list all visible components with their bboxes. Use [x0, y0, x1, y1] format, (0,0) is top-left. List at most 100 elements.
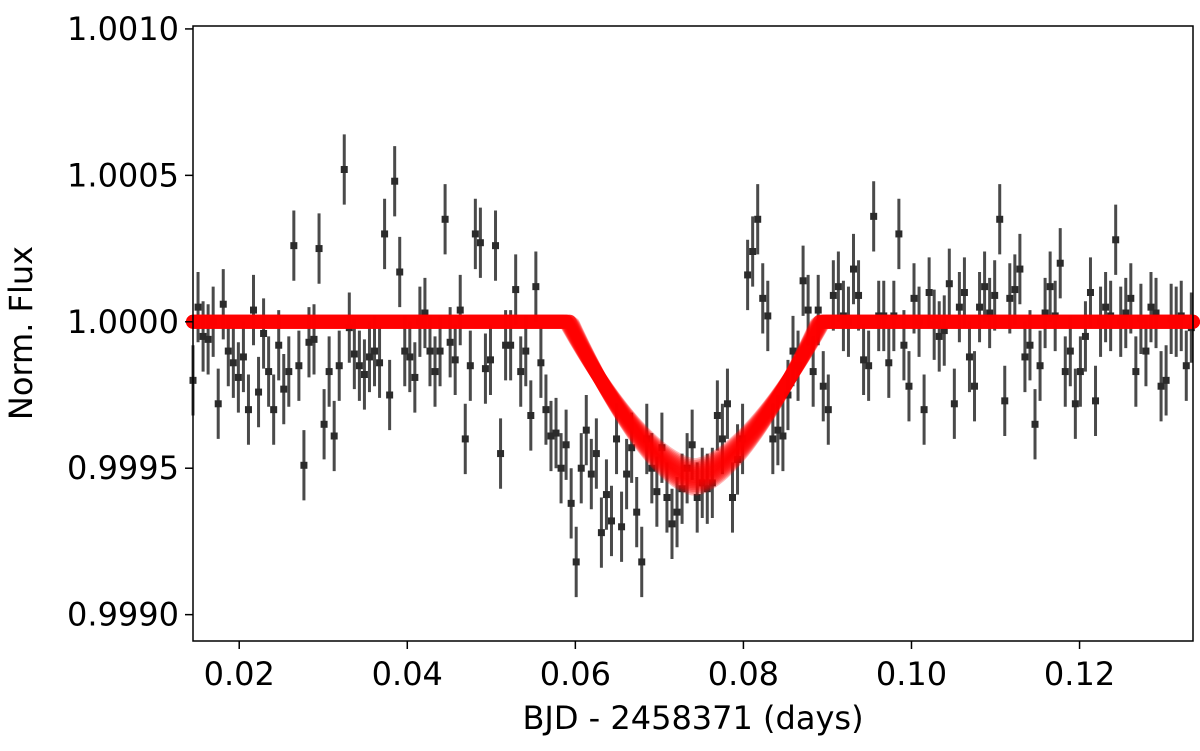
- data-point: [371, 347, 379, 355]
- data-point: [562, 441, 570, 449]
- data-point: [875, 312, 883, 320]
- data-point: [209, 318, 217, 326]
- data-point: [723, 400, 731, 408]
- data-point: [542, 406, 550, 414]
- data-point: [522, 347, 530, 355]
- data-point: [683, 464, 691, 472]
- data-point: [1177, 312, 1185, 320]
- data-point: [527, 412, 535, 419]
- data-point: [360, 371, 368, 378]
- data-point: [739, 435, 747, 443]
- data-point: [557, 464, 565, 472]
- data-point: [754, 215, 762, 223]
- data-point: [1142, 347, 1150, 355]
- data-point: [819, 382, 827, 390]
- data-point: [1127, 294, 1135, 302]
- data-point: [618, 523, 626, 531]
- x-tick-label: 0.12: [1044, 655, 1115, 693]
- data-point: [290, 242, 298, 250]
- x-axis-label: BJD - 2458371 (days): [522, 699, 863, 737]
- data-point: [1162, 376, 1170, 384]
- data-point: [648, 464, 656, 472]
- transit-model-sample: [186, 314, 1200, 494]
- data-point: [834, 283, 842, 291]
- data-point: [688, 441, 696, 449]
- transit-model-sample: [186, 314, 1200, 482]
- data-point: [1066, 347, 1074, 355]
- data-point: [971, 382, 979, 390]
- data-point: [668, 520, 676, 528]
- data-points: [189, 166, 1195, 566]
- data-point: [224, 347, 232, 355]
- data-point: [1051, 312, 1059, 320]
- data-point: [597, 529, 605, 537]
- data-point: [1187, 324, 1195, 332]
- data-point: [1081, 332, 1089, 340]
- x-tick-label: 0.02: [204, 655, 275, 693]
- data-point: [532, 283, 540, 291]
- data-point: [255, 388, 263, 396]
- data-point: [345, 324, 353, 332]
- data-point: [678, 485, 686, 493]
- data-point: [658, 444, 666, 452]
- data-point: [865, 362, 873, 370]
- data-point: [915, 318, 923, 326]
- data-point: [1076, 368, 1084, 376]
- data-point: [703, 485, 711, 493]
- data-point: [774, 426, 782, 434]
- data-point: [365, 353, 373, 361]
- data-point: [764, 312, 772, 320]
- data-point: [935, 332, 943, 340]
- data-point: [234, 373, 242, 381]
- x-axis-ticks: 0.02 0.04 0.06 0.08 0.10 0.12: [204, 641, 1115, 693]
- data-point: [653, 488, 661, 496]
- data-point: [512, 286, 520, 294]
- data-point: [779, 432, 787, 440]
- data-point: [582, 426, 590, 434]
- data-point: [441, 215, 449, 223]
- data-point: [381, 230, 389, 238]
- data-point: [905, 382, 913, 390]
- transit-model-sample: [186, 314, 1200, 489]
- data-point: [910, 294, 918, 302]
- data-point: [1011, 286, 1019, 294]
- data-point: [718, 435, 726, 443]
- data-point: [350, 350, 358, 358]
- data-point: [497, 450, 505, 458]
- data-point: [416, 318, 424, 326]
- data-point: [537, 359, 545, 367]
- plot-area: [186, 134, 1200, 598]
- data-point: [1172, 318, 1180, 326]
- data-point: [1112, 236, 1120, 244]
- data-point: [376, 359, 384, 367]
- data-point: [310, 335, 318, 343]
- data-point: [1021, 353, 1029, 361]
- data-point: [986, 309, 994, 317]
- data-point: [451, 356, 459, 364]
- y-tick-label: 0.9995: [67, 449, 179, 487]
- data-point: [275, 341, 283, 349]
- data-point: [1061, 368, 1069, 376]
- data-point: [285, 368, 293, 376]
- data-point: [456, 306, 464, 314]
- data-point: [996, 215, 1004, 223]
- data-point: [431, 368, 439, 376]
- data-point: [925, 289, 933, 296]
- data-point: [1182, 362, 1190, 370]
- data-point: [214, 400, 222, 408]
- data-point: [1107, 312, 1115, 320]
- y-tick-label: 0.9990: [67, 596, 179, 634]
- data-point: [315, 245, 323, 253]
- data-point: [295, 362, 303, 370]
- transit-model-curves: [186, 314, 1200, 496]
- data-point: [870, 212, 878, 220]
- data-point: [945, 280, 953, 288]
- data-point: [411, 373, 419, 381]
- data-point: [900, 341, 908, 349]
- y-axis-ticks: 0.9990 0.9995 1.0000 1.0005 1.0010: [67, 10, 193, 634]
- data-point: [244, 406, 252, 414]
- data-point: [547, 432, 555, 440]
- data-point: [814, 306, 822, 314]
- data-point: [461, 435, 469, 443]
